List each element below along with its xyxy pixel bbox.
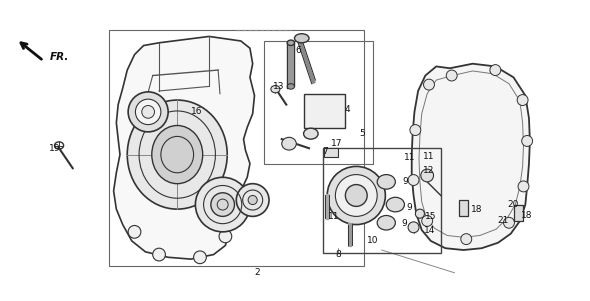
Ellipse shape (461, 234, 472, 245)
Ellipse shape (377, 216, 395, 230)
Text: 11: 11 (328, 212, 339, 221)
Text: FR.: FR. (50, 52, 70, 62)
Text: 19: 19 (49, 144, 60, 153)
Text: 15: 15 (425, 212, 437, 221)
Ellipse shape (304, 128, 318, 139)
Ellipse shape (211, 193, 234, 216)
Ellipse shape (294, 34, 309, 43)
Ellipse shape (424, 79, 434, 90)
Text: 21: 21 (497, 216, 509, 225)
Ellipse shape (408, 175, 419, 185)
Ellipse shape (377, 175, 395, 189)
Ellipse shape (194, 251, 206, 264)
Text: 13: 13 (273, 82, 285, 91)
Text: 17: 17 (332, 139, 343, 148)
Bar (459, 200, 468, 216)
Text: 9: 9 (402, 177, 408, 186)
Ellipse shape (248, 195, 257, 205)
Text: 6: 6 (295, 45, 301, 54)
Ellipse shape (195, 177, 250, 232)
Ellipse shape (335, 175, 377, 216)
Ellipse shape (128, 92, 168, 132)
Text: 7: 7 (323, 147, 328, 156)
Ellipse shape (152, 126, 203, 184)
Bar (513, 205, 523, 221)
Ellipse shape (522, 135, 533, 146)
Ellipse shape (415, 209, 424, 218)
Ellipse shape (128, 225, 141, 238)
Text: 20: 20 (508, 200, 519, 209)
Ellipse shape (490, 65, 501, 76)
Ellipse shape (408, 222, 419, 233)
Ellipse shape (327, 166, 385, 225)
Ellipse shape (282, 137, 296, 150)
Text: 18: 18 (470, 205, 482, 214)
Polygon shape (412, 64, 530, 250)
Ellipse shape (410, 125, 421, 135)
Text: 2: 2 (254, 268, 260, 277)
Ellipse shape (153, 248, 165, 261)
Ellipse shape (237, 184, 269, 216)
Bar (304, 94, 345, 128)
Ellipse shape (287, 40, 294, 45)
Ellipse shape (219, 230, 232, 243)
Text: 14: 14 (424, 225, 435, 234)
Text: 5: 5 (359, 129, 365, 138)
Text: 16: 16 (191, 107, 202, 116)
Text: 8: 8 (335, 250, 341, 259)
Bar (109, 30, 363, 266)
Text: 12: 12 (423, 166, 435, 175)
Text: 18: 18 (522, 211, 533, 220)
Ellipse shape (386, 197, 405, 212)
Ellipse shape (421, 169, 434, 182)
Ellipse shape (503, 217, 514, 228)
Bar (323, 148, 441, 253)
Text: 11: 11 (404, 153, 416, 162)
Text: 9: 9 (402, 219, 407, 228)
Ellipse shape (136, 99, 161, 125)
Ellipse shape (345, 185, 367, 206)
Ellipse shape (518, 181, 529, 192)
Ellipse shape (517, 95, 528, 106)
Bar (324, 148, 338, 157)
Ellipse shape (127, 100, 227, 209)
Ellipse shape (142, 106, 155, 118)
Text: 10: 10 (367, 236, 378, 245)
Text: 4: 4 (345, 105, 350, 114)
Bar (264, 41, 373, 164)
Text: 9: 9 (406, 203, 412, 212)
Ellipse shape (446, 70, 457, 81)
Ellipse shape (422, 216, 432, 226)
Polygon shape (114, 36, 254, 259)
Ellipse shape (271, 85, 280, 93)
Text: 11: 11 (423, 152, 435, 161)
